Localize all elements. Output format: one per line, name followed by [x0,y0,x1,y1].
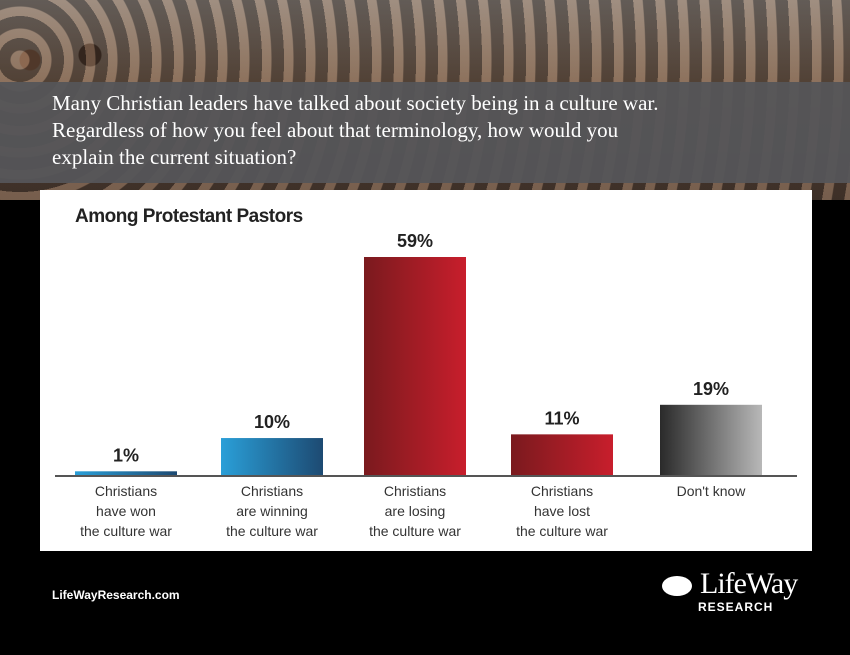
logo-subtext: RESEARCH [698,600,774,614]
category-label: Christians [384,483,446,499]
bar [221,438,323,475]
category-label: Don't know [677,483,747,499]
bar [660,404,762,475]
category-label: Christians [531,483,593,499]
logo-text: LifeWay [700,567,798,600]
category-label: Christians [95,483,157,499]
question-line: explain the current situation? [52,145,297,169]
category-label: are losing [385,503,446,519]
question-banner: Many Christian leaders have talked about… [0,82,850,183]
bar [511,434,613,475]
logo-mark-icon [662,576,692,596]
website-link[interactable]: LifeWayResearch.com [52,588,180,602]
question-line: Regardless of how you feel about that te… [52,118,619,142]
question-line: Many Christian leaders have talked about… [52,91,659,115]
category-label: the culture war [516,523,608,539]
category-label: Christians [241,483,303,499]
value-label: 1% [113,445,139,465]
category-label: the culture war [226,523,318,539]
category-label: have lost [534,503,590,519]
lifeway-logo: LifeWay RESEARCH [660,567,798,614]
category-label: the culture war [369,523,461,539]
bar [364,257,466,475]
chart-subtitle: Among Protestant Pastors [75,206,303,227]
value-label: 19% [693,379,729,399]
bar [75,471,177,475]
category-label: the culture war [80,523,172,539]
value-label: 10% [254,412,290,432]
category-label: are winning [236,503,308,519]
category-label: have won [96,503,156,519]
value-label: 11% [544,408,579,428]
value-label: 59% [397,231,433,251]
